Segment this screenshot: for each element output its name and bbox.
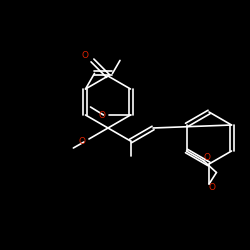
Text: O: O — [78, 136, 86, 145]
Text: O: O — [208, 182, 216, 192]
Text: O: O — [82, 51, 89, 60]
Text: O: O — [203, 154, 210, 162]
Text: O: O — [98, 110, 105, 120]
